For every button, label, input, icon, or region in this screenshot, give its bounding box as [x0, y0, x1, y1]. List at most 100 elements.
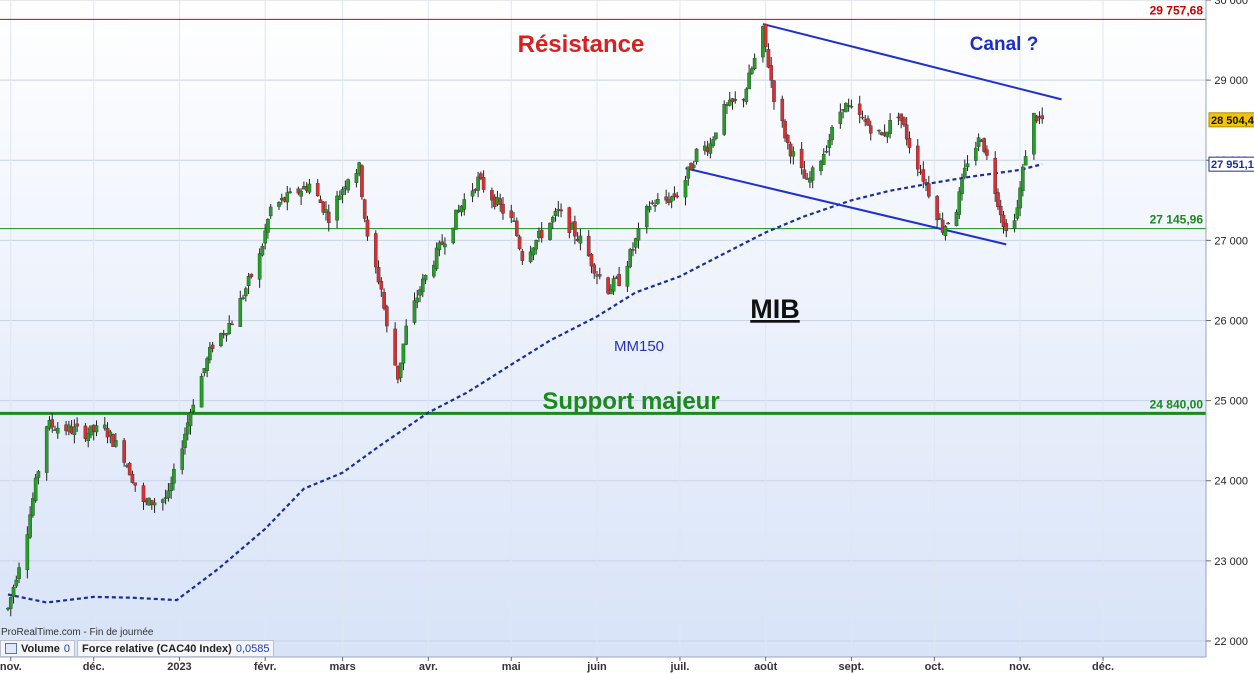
- candle-body: [114, 440, 118, 447]
- candle-body: [927, 183, 931, 197]
- candle-body: [810, 167, 815, 181]
- candle-body: [539, 229, 544, 239]
- candle-body: [631, 249, 635, 251]
- candle-body: [573, 221, 577, 237]
- candle-body: [998, 205, 1003, 216]
- candle-body: [750, 68, 754, 74]
- candle-body: [515, 220, 519, 236]
- candle-body: [437, 242, 442, 251]
- channel-lower-line: [685, 167, 1007, 246]
- candle-body: [166, 490, 171, 499]
- candle-body: [954, 212, 959, 227]
- candle-body: [183, 433, 187, 448]
- candle-body: [86, 433, 90, 442]
- candle-body: [727, 99, 732, 106]
- candle-body: [943, 226, 948, 237]
- candle-body: [451, 227, 456, 244]
- candle-body: [498, 198, 503, 205]
- channel-upper-line: [762, 23, 1062, 101]
- indicator-bar: Volume 0 Force relative (CAC40 Index) 0,…: [0, 640, 276, 657]
- candle-body: [8, 597, 13, 609]
- candle-body: [838, 111, 843, 124]
- candle-body: [470, 190, 475, 197]
- candle-body: [404, 325, 408, 345]
- x-tick-label: déc.: [83, 661, 105, 673]
- candle-body: [694, 148, 699, 162]
- candle-body: [653, 205, 657, 207]
- candle-body: [628, 249, 632, 267]
- candle-body: [714, 132, 718, 139]
- candle-body: [1001, 214, 1006, 227]
- candles: [6, 23, 1045, 617]
- candle-body: [268, 206, 273, 217]
- candle-body: [440, 241, 444, 245]
- x-axis: nov. déc. 2023 févr. mars avr. mai juin juil. aoû…: [0, 656, 1254, 673]
- candle-body: [993, 157, 997, 194]
- candle-body: [924, 181, 928, 184]
- candle-body: [857, 103, 862, 116]
- candle-body: [683, 179, 688, 198]
- y-tick-label: 23 000: [1214, 556, 1248, 568]
- candle-body: [108, 431, 113, 437]
- candle-body: [827, 139, 832, 148]
- candle-body: [935, 196, 939, 221]
- candle-body: [711, 139, 715, 146]
- candle-body: [205, 358, 209, 371]
- candle-body: [611, 278, 616, 292]
- candle-body: [14, 579, 19, 587]
- candle-body: [686, 166, 691, 179]
- candle-body: [656, 199, 660, 204]
- candle-body: [149, 500, 154, 505]
- candle-body: [360, 165, 364, 198]
- candle-body: [382, 291, 386, 309]
- candle-body: [376, 267, 381, 283]
- candle-body: [1021, 166, 1025, 192]
- candle-body: [208, 347, 212, 361]
- candle-body: [960, 178, 964, 195]
- candle-body: [1012, 220, 1017, 229]
- candle-body: [324, 209, 328, 213]
- candle-body: [791, 151, 796, 157]
- candle-body: [72, 426, 77, 436]
- candle-body: [821, 154, 826, 165]
- x-tick-label: déc.: [1092, 661, 1114, 673]
- candle-body: [418, 289, 422, 296]
- candle-body: [266, 219, 270, 233]
- y-tick-label: 25 000: [1214, 396, 1248, 408]
- candle-body: [783, 120, 787, 139]
- candle-body: [260, 246, 265, 256]
- candle-body: [340, 189, 345, 196]
- source-label: ProRealTime.com - Fin de journée: [1, 627, 154, 638]
- candle-body: [769, 65, 774, 81]
- candle-body: [860, 116, 865, 119]
- relative-strength-indicator[interactable]: Force relative (CAC40 Index) 0,0585: [77, 640, 275, 657]
- candle-body: [985, 149, 989, 156]
- candle-body: [385, 306, 389, 327]
- ma150-value-flag-box: [1208, 156, 1254, 172]
- x-tick-label: nov.: [0, 661, 22, 673]
- volume-indicator[interactable]: Volume 0: [0, 640, 76, 657]
- candle-body: [127, 463, 132, 476]
- candle-body: [44, 426, 49, 473]
- candle-body: [55, 427, 60, 434]
- candle-body: [246, 276, 251, 286]
- ma150-value-flag: 27 951,1: [1211, 159, 1254, 171]
- candle-body: [244, 288, 248, 297]
- candle-body: [559, 209, 563, 212]
- candle-body: [902, 117, 906, 126]
- candle-body: [636, 227, 641, 241]
- candle-body: [733, 99, 738, 101]
- level-lines: 29 757,68 27 145,96 24 840,00: [0, 3, 1206, 415]
- candle-body: [899, 113, 903, 121]
- candle-body: [915, 145, 920, 170]
- candle-body: [83, 425, 88, 439]
- candle-body: [25, 534, 30, 571]
- x-tick-label: avr.: [419, 661, 438, 673]
- candle-body: [786, 135, 790, 144]
- candle-body: [633, 238, 638, 248]
- candle-body: [102, 424, 107, 429]
- candle-body: [904, 124, 909, 140]
- y-tick-label: 29 000: [1214, 75, 1248, 87]
- x-tick-label: mai: [502, 661, 521, 673]
- candle-body: [224, 333, 229, 336]
